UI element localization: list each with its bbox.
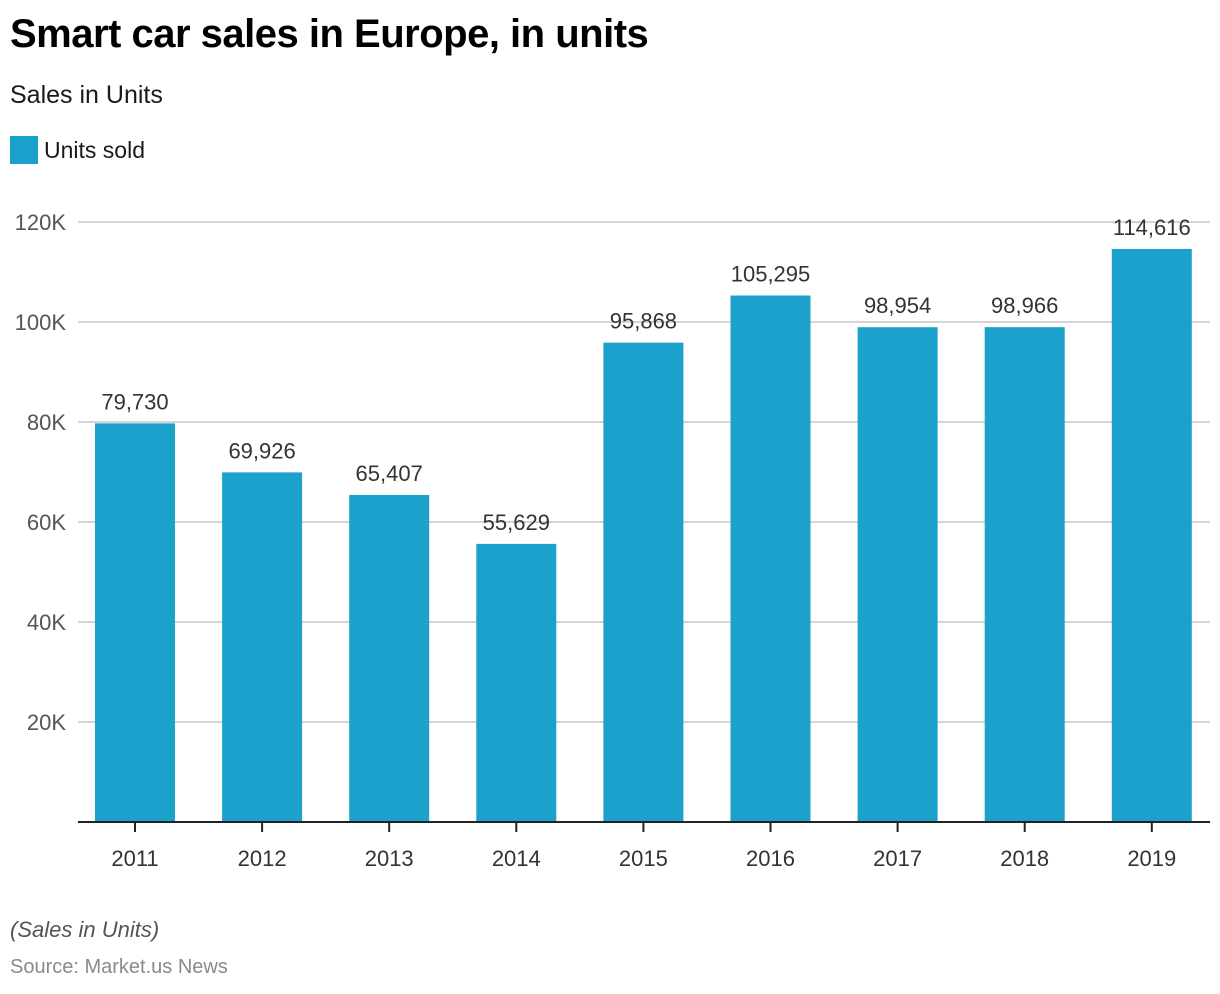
y-tick-label: 100K <box>15 310 67 335</box>
x-tick-label: 2016 <box>746 846 795 871</box>
bar <box>95 423 175 822</box>
bar <box>1111 248 1192 823</box>
y-tick-label: 120K <box>15 210 67 235</box>
legend-label: Units sold <box>44 136 145 163</box>
data-label: 65,407 <box>356 461 423 486</box>
data-label: 114,616 <box>1113 215 1191 240</box>
chart-title: Smart car sales in Europe, in units <box>10 12 649 56</box>
bar <box>730 295 811 822</box>
data-label: 79,730 <box>101 389 168 414</box>
x-tick-label: 2011 <box>111 846 158 871</box>
footnote: (Sales in Units) <box>10 917 160 942</box>
y-axis-ticks: 20K 40K 60K 80K 100K 120K <box>15 210 67 735</box>
y-tick-label: 60K <box>27 510 66 535</box>
x-tick-label: 2019 <box>1127 846 1176 871</box>
x-tick-label: 2017 <box>873 846 922 871</box>
bar <box>222 472 303 822</box>
x-tick-label: 2014 <box>492 846 541 871</box>
y-tick-label: 40K <box>27 610 66 635</box>
x-axis: 2011 2012 2013 2014 2015 2016 2017 2018 2019 <box>78 821 1210 871</box>
legend-swatch <box>10 136 38 164</box>
y-tick-label: 20K <box>27 710 66 735</box>
x-tick-label: 2015 <box>619 846 668 871</box>
bars <box>95 248 1192 823</box>
bar <box>476 543 557 822</box>
data-label: 105,295 <box>731 262 811 287</box>
source-note: Source: Market.us News <box>10 956 228 978</box>
bar <box>984 327 1065 822</box>
x-tick-label: 2013 <box>365 846 414 871</box>
bar <box>603 342 684 822</box>
data-label: 98,954 <box>864 293 931 318</box>
bar <box>857 327 938 822</box>
data-label: 69,926 <box>228 438 295 463</box>
chart-subtitle: Sales in Units <box>10 81 163 109</box>
bar <box>349 494 430 822</box>
data-labels: 79,730 69,926 65,407 55,629 95,868 105,295 98,… <box>101 215 1190 535</box>
y-tick-label: 80K <box>27 410 66 435</box>
x-tick-label: 2018 <box>1000 846 1049 871</box>
data-label: 98,966 <box>991 293 1058 318</box>
x-tick-label: 2012 <box>238 846 287 871</box>
data-label: 55,629 <box>483 510 550 535</box>
legend: Units sold <box>10 136 145 164</box>
data-label: 95,868 <box>610 309 677 334</box>
